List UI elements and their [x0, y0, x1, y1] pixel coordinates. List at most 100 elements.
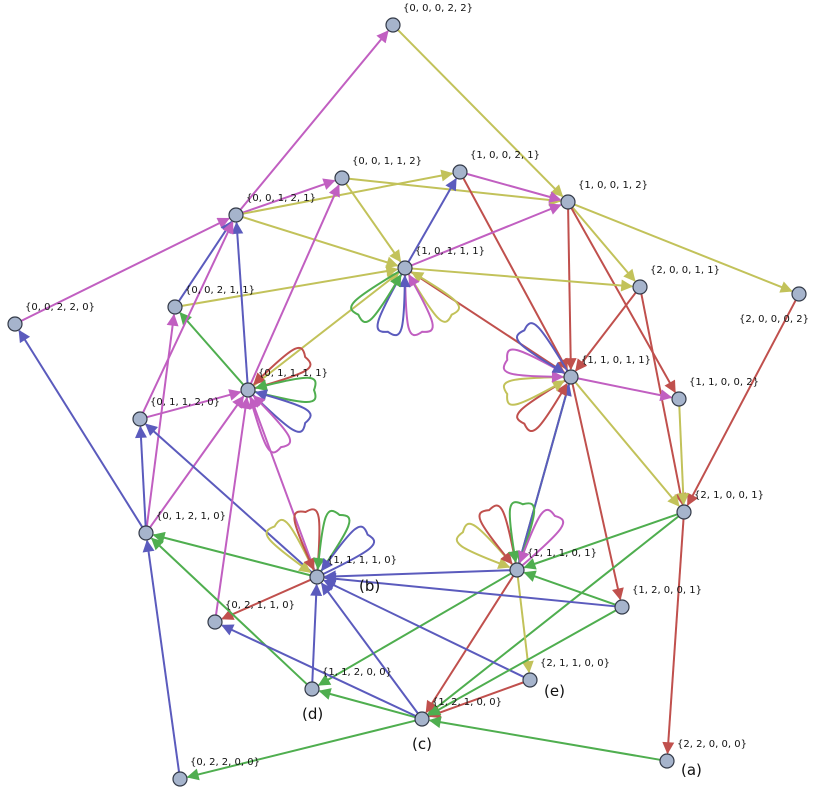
edge-n11200-n11110 [310, 583, 323, 683]
edge-n20002-n21001 [686, 299, 797, 506]
edge-n10111-n10012 [411, 203, 562, 267]
node-n01120[interactable] [132, 411, 148, 427]
edge-n11101-n21100 [516, 576, 534, 674]
node-n10012[interactable] [560, 194, 576, 210]
edge-n10111-n10021 [407, 177, 457, 263]
node-n00220[interactable] [7, 316, 23, 332]
node-n02110[interactable] [207, 614, 223, 630]
node-n21100[interactable] [522, 672, 538, 688]
edge-n12100-n11200 [318, 688, 416, 719]
edge-n11011-n11002 [577, 377, 673, 402]
edge-n12001-n11101 [523, 570, 616, 606]
edge-n01210-n01120 [134, 425, 147, 527]
node-n22000[interactable] [659, 753, 675, 769]
edge-n01210-n00220 [18, 329, 144, 528]
edge-n12100-n02110 [221, 624, 417, 717]
edge-n10021-n10012 [466, 172, 562, 203]
node-label-n02200: {0, 2, 2, 0, 0} [190, 757, 260, 768]
edge-n00121-n00022 [239, 30, 389, 211]
panel-label-n22000: (a) [681, 761, 702, 779]
self-loop-n01111-red [247, 347, 312, 391]
edge-n00022-n10012 [397, 29, 564, 198]
edge-n11011-n21001 [574, 381, 680, 507]
node-n02200[interactable] [172, 771, 188, 787]
self-loop-n11011-magenta [502, 348, 572, 383]
edge-n21001-n11101 [523, 513, 678, 570]
panel-label-n11200: (d) [302, 705, 323, 723]
edge-n10012-n20011 [571, 206, 636, 282]
edge-n11110-n02110 [221, 578, 311, 620]
self-loop-n11011-yellow [502, 376, 572, 406]
edge-n21100-n11110 [323, 579, 525, 678]
node-n12100[interactable] [414, 711, 430, 727]
node-n01111[interactable] [240, 382, 256, 398]
label-layer: {0, 0, 0, 2, 2} {0, 0, 1, 1, 2} {1, 0, 0, … [25, 3, 809, 779]
node-label-n11101: {1, 1, 1, 0, 1} [527, 548, 597, 559]
edge-n00121-n10021 [242, 169, 454, 215]
edge-n12100-n11110 [320, 582, 419, 714]
node-label-n00220: {0, 0, 2, 2, 0} [25, 302, 95, 313]
panel-label-n21100: (e) [544, 682, 565, 700]
edge-n10111-n20011 [411, 267, 634, 292]
node-n20011[interactable] [632, 279, 648, 295]
node-n11002[interactable] [671, 391, 687, 407]
self-loop-n01111-magenta [247, 389, 291, 454]
edge-n00211-n10111 [181, 265, 399, 307]
node-label-n10111: {1, 0, 1, 1, 1} [415, 246, 485, 257]
node-label-n21001: {2, 1, 0, 0, 1} [694, 490, 764, 501]
edge-n11101-n11011 [517, 383, 572, 564]
node-label-n12100: {1, 2, 1, 0, 0} [432, 697, 502, 708]
node-n11200[interactable] [304, 681, 320, 697]
node-n00211[interactable] [167, 299, 183, 315]
node-label-n11110: {1, 1, 1, 1, 0} [327, 555, 397, 566]
node-label-n10012: {1, 0, 0, 1, 2} [578, 180, 648, 191]
self-loop-n11110-green [312, 509, 351, 578]
edge-n11110-n01210 [152, 531, 311, 577]
node-n01210[interactable] [138, 525, 154, 541]
node-label-n20002: {2, 0, 0, 0, 2} [739, 314, 809, 325]
panel-label-n12100: (c) [412, 735, 432, 753]
node-label-n10021: {1, 0, 0, 2, 1} [470, 150, 540, 161]
self-loop-n11110-red [293, 508, 321, 578]
edge-n11011-n12001 [571, 383, 624, 601]
node-label-n21100: {2, 1, 1, 0, 0} [540, 658, 610, 669]
self-loop-n10111-magenta [404, 267, 434, 337]
node-n11101[interactable] [509, 562, 525, 578]
edge-n01111-n00121 [231, 221, 249, 384]
edge-n00121-n00112 [242, 178, 336, 214]
node-label-n11200: {1, 1, 2, 0, 0} [322, 667, 392, 678]
node-label-n00121: {0, 0, 1, 2, 1} [246, 193, 316, 204]
node-n00022[interactable] [385, 17, 401, 33]
node-n20002[interactable] [791, 286, 807, 302]
node-n11011[interactable] [563, 369, 579, 385]
edge-n00211-n00121 [178, 220, 233, 302]
self-loop-n11011-blue [515, 322, 572, 378]
node-n11110[interactable] [309, 569, 325, 585]
node-label-n00022: {0, 0, 0, 2, 2} [403, 3, 473, 14]
node-n12001[interactable] [614, 599, 630, 615]
edge-n02110-n01111 [214, 396, 252, 616]
edge-layer [18, 29, 797, 781]
edge-n10012-n11011 [564, 208, 577, 371]
edge-n11101-n12100 [425, 575, 515, 714]
edge-n10012-n11002 [570, 207, 676, 394]
node-n10021[interactable] [452, 164, 468, 180]
edge-n11101-n11110 [323, 569, 511, 583]
edge-n21001-n22000 [662, 518, 685, 755]
node-n10111[interactable] [397, 260, 413, 276]
edge-n01210-n00211 [145, 313, 179, 527]
edge-n11110-n01111 [248, 396, 316, 571]
node-label-n20011: {2, 0, 0, 1, 1} [650, 265, 720, 276]
node-n00112[interactable] [334, 170, 350, 186]
edge-n12001-n11110 [323, 572, 616, 608]
edge-n01111-n10111 [252, 272, 400, 387]
edge-n11110-n01120 [145, 423, 313, 574]
self-loop-n11101-magenta [516, 508, 565, 571]
node-n00121[interactable] [228, 207, 244, 223]
edge-n10111-n11011 [410, 271, 566, 374]
node-label-n01120: {0, 1, 1, 2, 0} [150, 397, 220, 408]
node-n21001[interactable] [676, 504, 692, 520]
edge-n10021-n11011 [462, 177, 569, 372]
